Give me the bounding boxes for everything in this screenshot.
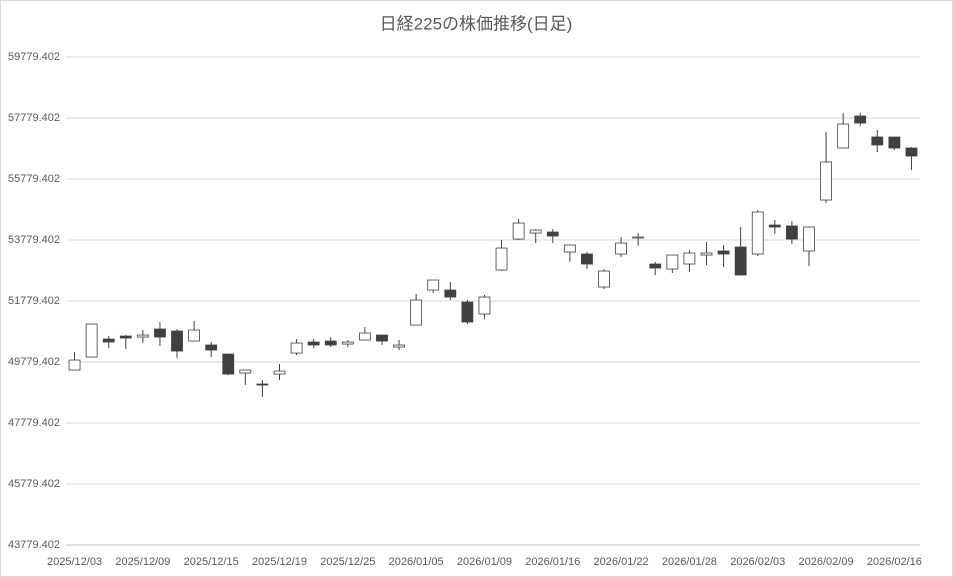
candle-body xyxy=(529,229,542,234)
candle-body xyxy=(410,299,423,326)
candle-body xyxy=(871,136,884,146)
candle-body xyxy=(478,296,491,315)
candle-body xyxy=(222,353,235,375)
chart-title: 日経225の株価推移(日足) xyxy=(380,14,573,33)
candle-body xyxy=(666,254,679,270)
x-tick-label: 2025/12/25 xyxy=(320,556,375,568)
candle-body xyxy=(273,370,286,375)
candle-body xyxy=(136,334,149,338)
y-tick-label: 49779.402 xyxy=(8,356,60,368)
candle-body xyxy=(461,301,474,323)
candle-body xyxy=(546,231,559,237)
candle-body xyxy=(512,222,525,240)
y-tick-label: 57779.402 xyxy=(8,112,60,124)
candle-body xyxy=(376,334,388,342)
y-tick-label: 53779.402 xyxy=(8,234,60,246)
x-tick-label: 2026/01/16 xyxy=(525,556,580,568)
candle-body xyxy=(683,252,696,265)
candle-body xyxy=(256,383,269,386)
candle-body xyxy=(119,335,132,339)
candle-body xyxy=(393,344,405,348)
candle-body xyxy=(68,359,81,371)
candle-body xyxy=(358,332,371,341)
x-tick-label: 2026/01/05 xyxy=(389,556,444,568)
candle-body xyxy=(615,242,627,255)
y-tick-label: 47779.402 xyxy=(8,417,60,429)
y-tick-label: 45779.402 xyxy=(8,478,60,490)
candle-body xyxy=(205,344,218,351)
candle-body xyxy=(700,252,713,256)
candle-body xyxy=(324,340,337,346)
candle-body xyxy=(837,123,850,149)
candle-body xyxy=(734,246,747,276)
y-tick-label: 55779.402 xyxy=(8,173,60,185)
candle-body xyxy=(427,279,440,291)
candle-body xyxy=(905,147,918,157)
candle-body xyxy=(171,330,183,352)
y-tick-label: 51779.402 xyxy=(8,295,60,307)
candle-body xyxy=(598,270,610,288)
candle-body xyxy=(581,253,593,265)
x-tick-label: 2026/01/22 xyxy=(594,556,649,568)
x-tick-label: 2026/01/28 xyxy=(662,556,717,568)
x-tick-label: 2025/12/03 xyxy=(47,556,102,568)
candle-body xyxy=(717,250,730,255)
candle-body xyxy=(290,342,303,354)
candle-body xyxy=(786,225,798,240)
x-tick-label: 2026/02/03 xyxy=(730,556,785,568)
candle-body xyxy=(768,224,781,228)
candle-body xyxy=(820,161,832,201)
candle-body xyxy=(495,247,508,271)
candle-body xyxy=(239,369,252,374)
x-tick-label: 2026/02/16 xyxy=(867,556,922,568)
candle-body xyxy=(188,329,201,342)
candle-body xyxy=(85,323,98,358)
candle-body xyxy=(803,226,815,252)
x-tick-label: 2025/12/19 xyxy=(252,556,307,568)
candle-body xyxy=(154,328,166,338)
y-tick-label: 43779.402 xyxy=(8,539,60,551)
candle-body xyxy=(444,289,457,298)
candle-body xyxy=(307,341,320,346)
candle-body xyxy=(649,263,662,269)
candle-body xyxy=(888,136,901,149)
x-tick-label: 2026/01/09 xyxy=(457,556,512,568)
candle-body xyxy=(632,236,645,239)
candle-body xyxy=(751,211,764,255)
candle-body xyxy=(341,341,354,345)
candle-body xyxy=(854,115,867,124)
x-tick-label: 2026/02/09 xyxy=(799,556,854,568)
x-tick-label: 2025/12/09 xyxy=(115,556,170,568)
y-tick-label: 59779.402 xyxy=(8,51,60,63)
x-tick-label: 2025/12/15 xyxy=(184,556,239,568)
candle-body xyxy=(102,338,115,343)
candle-body xyxy=(563,244,576,253)
